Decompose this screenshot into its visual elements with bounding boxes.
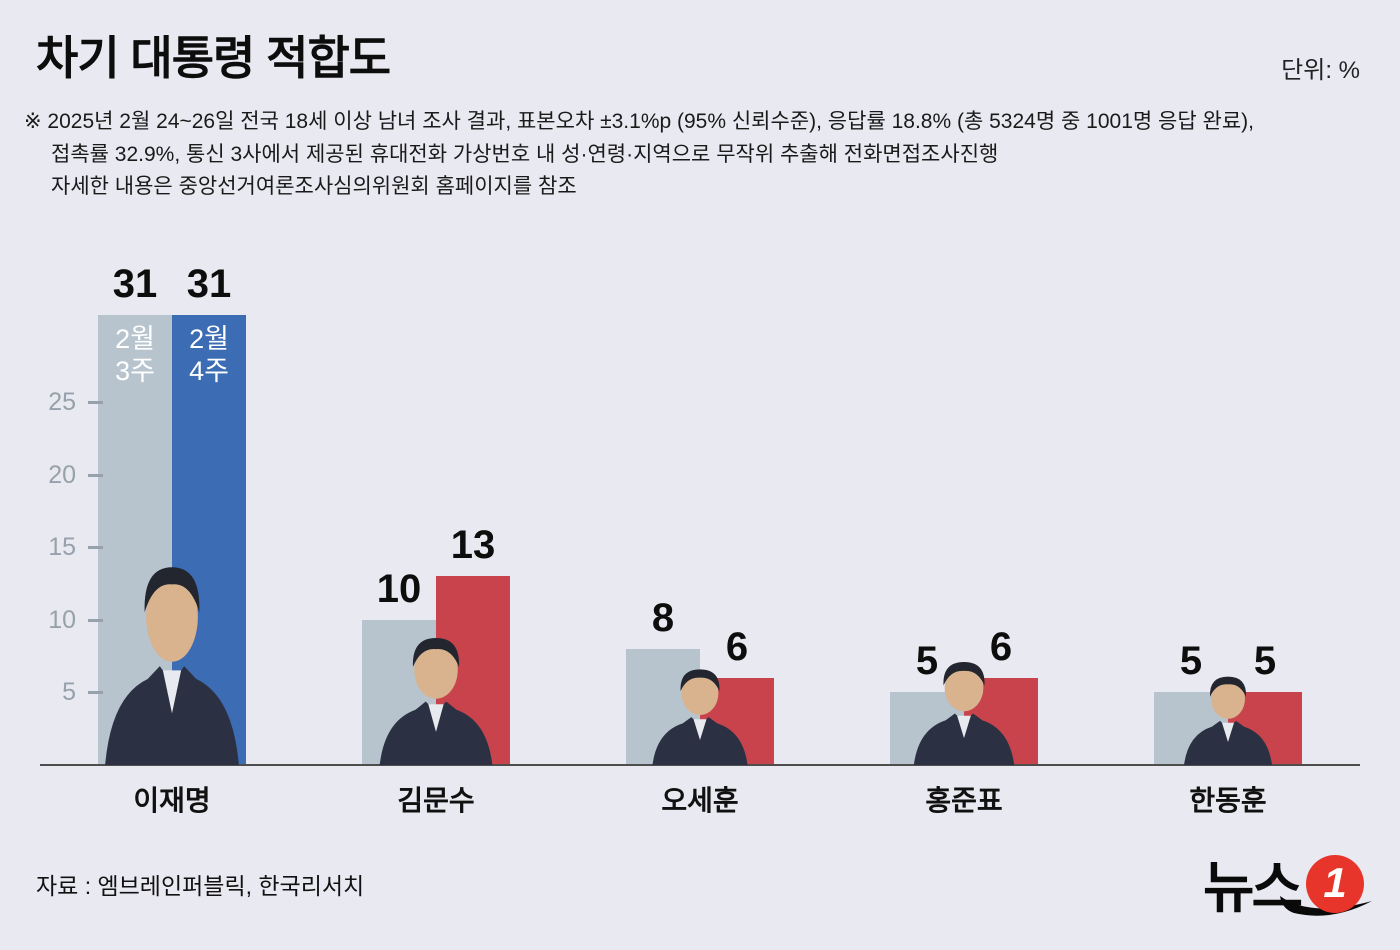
page-title: 차기 대통령 적합도	[36, 32, 391, 84]
bar-value-label: 31	[186, 262, 232, 306]
logo-swoosh-icon	[1280, 895, 1372, 916]
source-text: 자료 : 엠브레인퍼블릭, 한국리서치	[36, 872, 365, 899]
candidate-photo	[907, 653, 1021, 765]
bar-value-label: 6	[989, 625, 1013, 669]
logo-badge-circle: 1	[1306, 854, 1364, 913]
y-tick-label: 15	[48, 533, 76, 561]
candidate-name: 오세훈	[661, 785, 739, 816]
candidate-name: 한동훈	[1189, 785, 1267, 816]
bar-pair: 31 2월 3주 31 2월 4주	[98, 262, 246, 765]
logo-badge: 1	[1280, 854, 1372, 916]
bar-value-label: 5	[1253, 639, 1277, 683]
y-axis-tick: 15	[40, 533, 103, 562]
candidate-photo	[646, 661, 754, 765]
y-axis-tick: 20	[40, 461, 103, 489]
bar-value-label: 31	[112, 262, 158, 306]
bar-group-2: 10 13	[304, 245, 568, 765]
y-tick-label: 5	[62, 678, 76, 706]
y-tick-dash	[88, 401, 103, 404]
bar-value-label: 5	[1179, 639, 1203, 683]
bar-value-label: 8	[651, 596, 675, 640]
unit-label: 단위: %	[1281, 57, 1360, 84]
candidate-photo	[1178, 669, 1278, 765]
y-axis-tick: 5	[40, 678, 103, 707]
bar-chart: 5 10 15 20 25 31 2월 3주 31 2월 4주 10 13 8 6 5 6 5 5	[40, 245, 1360, 766]
news1-logo: 뉴스 1	[1202, 843, 1372, 924]
y-axis-tick: 10	[40, 606, 103, 634]
footer: 자료 : 엠브레인퍼블릭, 한국리서치 뉴스 1	[36, 843, 1372, 924]
y-tick-dash	[88, 691, 103, 694]
bar-groups: 31 2월 3주 31 2월 4주 10 13 8 6 5 6 5 5	[40, 245, 1360, 765]
y-tick-dash	[88, 546, 103, 549]
period-label: 2월 4주	[189, 324, 229, 387]
y-tick-dash	[88, 618, 103, 622]
y-axis: 5 10 15 20 25	[40, 245, 150, 765]
y-tick-label: 25	[48, 388, 76, 416]
category-labels-row: 이재명 김문수 오세훈 홍준표 한동훈	[40, 779, 1360, 819]
candidate-name: 홍준표	[925, 785, 1003, 816]
bar-value-label: 13	[450, 523, 496, 567]
candidate-name: 김문수	[397, 785, 475, 816]
logo-badge-number: 1	[1323, 858, 1347, 906]
logo-text: 뉴스	[1202, 856, 1303, 919]
bar-group-1: 31 2월 3주 31 2월 4주	[40, 245, 304, 765]
y-tick-label: 10	[48, 605, 76, 634]
x-axis-line	[40, 764, 1360, 766]
candidate-name: 이재명	[133, 785, 211, 816]
period-label: 2월 3주	[115, 324, 155, 387]
candidate-photo	[372, 627, 500, 765]
methodology-line-2: 접촉률 32.9%, 통신 3사에서 제공된 휴대전화 가상번호 내 성·연령·…	[51, 142, 999, 166]
y-tick-label: 20	[48, 460, 76, 489]
methodology-note: ※ 2025년 2월 24~26일 전국 18세 이상 남녀 조사 결과, 표본…	[24, 106, 1360, 204]
methodology-line-1: ※ 2025년 2월 24~26일 전국 18세 이상 남녀 조사 결과, 표본…	[24, 110, 1254, 133]
bar-value-label: 6	[725, 625, 749, 669]
y-tick-dash	[88, 473, 103, 477]
methodology-line-3: 자세한 내용은 중앙선거여론조사심의위원회 홈페이지를 참조	[51, 175, 577, 199]
bar-value-label: 5	[915, 639, 939, 683]
bar-value-label: 10	[376, 567, 422, 611]
y-axis-tick: 25	[40, 388, 103, 417]
candidate-photo	[96, 550, 248, 765]
